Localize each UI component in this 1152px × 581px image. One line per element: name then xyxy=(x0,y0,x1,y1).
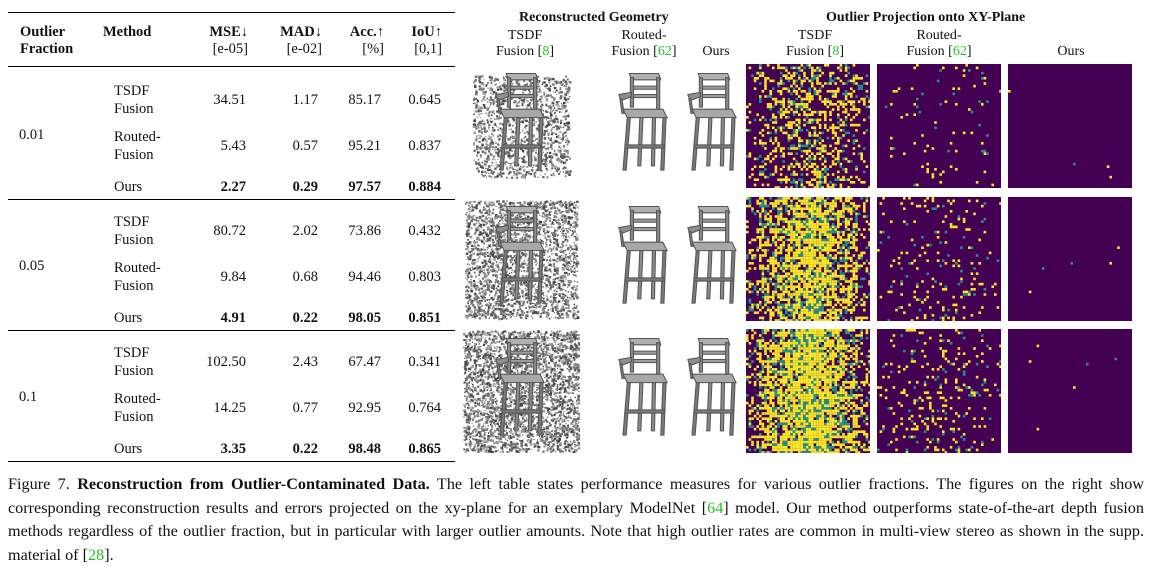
cell-iou: 0.865 xyxy=(408,441,441,457)
header-outlier-fraction: Outlier Fraction xyxy=(20,24,74,57)
cell-iou: 0.803 xyxy=(408,269,441,285)
cell-mse: 14.25 xyxy=(213,400,246,416)
tsdf-geometry-panel xyxy=(465,200,580,321)
group-separator-rule xyxy=(8,199,455,200)
geometry-title: Reconstructed Geometry xyxy=(519,10,669,25)
routed-projection-heatmap xyxy=(877,197,1001,321)
cell-iou: 0.764 xyxy=(408,400,441,416)
table-bottom-rule xyxy=(8,461,455,462)
cell-acc: 73.86 xyxy=(348,223,381,239)
header-iou: IoU↑ [0,1] xyxy=(411,24,442,57)
cell-mse: 4.91 xyxy=(220,310,246,326)
figure-caption: Figure 7. Reconstruction from Outlier-Co… xyxy=(8,473,1144,567)
caption-prefix: Figure 7. xyxy=(8,475,70,493)
table-top-rule xyxy=(8,12,455,13)
routed-projection-heatmap xyxy=(877,329,1001,453)
caption-ref-64[interactable]: 64 xyxy=(707,498,724,517)
cell-mse: 5.43 xyxy=(220,138,246,154)
method-label: Routed- Fusion xyxy=(114,129,161,163)
tsdf-geometry-panel xyxy=(472,72,572,179)
tsdf-projection-heatmap xyxy=(746,329,870,453)
cell-acc: 85.17 xyxy=(348,92,381,108)
tsdf-projection-heatmap xyxy=(746,197,870,321)
cell-acc: 94.46 xyxy=(348,269,381,285)
ours-geometry-panel xyxy=(687,337,737,436)
cell-mad: 0.68 xyxy=(292,269,318,285)
routed-geometry-panel xyxy=(618,205,668,304)
routed-geometry-panel xyxy=(618,337,668,436)
ours-geometry-panel xyxy=(687,205,737,304)
method-label: TSDF Fusion xyxy=(114,83,154,117)
caption-text-1: The left table states performance measur… xyxy=(8,475,1144,517)
header-acc: Acc.↑ [%] xyxy=(349,24,384,57)
caption-ref-28[interactable]: 28 xyxy=(88,545,105,564)
cell-acc: 67.47 xyxy=(348,354,381,370)
cell-mad: 0.22 xyxy=(292,310,318,326)
column-label-ours-projection: Ours xyxy=(1057,44,1085,59)
cell-mse: 34.51 xyxy=(213,92,246,108)
method-label: Routed- Fusion xyxy=(114,260,161,294)
cell-iou: 0.884 xyxy=(408,179,441,195)
outlier-fraction-value: 0.1 xyxy=(19,389,38,405)
cell-mad: 2.43 xyxy=(292,354,318,370)
ours-projection-heatmap xyxy=(1008,197,1132,321)
ours-geometry-panel xyxy=(687,72,737,171)
cell-iou: 0.837 xyxy=(408,138,441,154)
column-label-tsdf-projection: TSDF Fusion [8] xyxy=(786,28,844,59)
method-label: TSDF Fusion xyxy=(114,214,154,248)
header-method: Method xyxy=(103,24,152,40)
cell-mse: 9.84 xyxy=(220,269,246,285)
method-label: TSDF Fusion xyxy=(114,345,154,379)
outlier-fraction-value: 0.05 xyxy=(19,258,45,274)
caption-text-3: ]. xyxy=(104,545,114,564)
tsdf-projection-heatmap xyxy=(746,64,870,188)
cell-mse: 3.35 xyxy=(220,441,246,457)
column-label-ours-geometry: Ours xyxy=(702,44,730,59)
projection-title: Outlier Projection onto XY-Plane xyxy=(826,10,1026,25)
cell-iou: 0.645 xyxy=(408,92,441,108)
method-label: Ours xyxy=(114,179,143,195)
method-label: Routed- Fusion xyxy=(114,391,161,425)
cell-iou: 0.341 xyxy=(408,354,441,370)
cell-mad: 0.29 xyxy=(292,179,318,195)
cell-mse: 102.50 xyxy=(206,354,246,370)
cell-mse: 80.72 xyxy=(213,223,246,239)
outlier-fraction-value: 0.01 xyxy=(19,127,45,143)
method-label: Ours xyxy=(114,310,143,326)
group-separator-rule xyxy=(8,330,455,331)
cell-mad: 1.17 xyxy=(292,92,318,108)
cell-iou: 0.432 xyxy=(408,223,441,239)
cell-mad: 0.22 xyxy=(292,441,318,457)
column-label-tsdf-geometry: TSDF Fusion [8] xyxy=(496,28,554,59)
cell-acc: 98.48 xyxy=(348,441,381,457)
method-label: Ours xyxy=(114,441,143,457)
column-label-routed-projection: Routed- Fusion [62] xyxy=(906,28,972,59)
cell-mad: 0.57 xyxy=(292,138,318,154)
routed-projection-heatmap xyxy=(877,64,1001,188)
caption-text-2: ] model. Our method outperforms state-of… xyxy=(8,498,1144,564)
cell-acc: 98.05 xyxy=(348,310,381,326)
ours-projection-heatmap xyxy=(1008,64,1132,188)
cell-iou: 0.851 xyxy=(408,310,441,326)
cell-mse: 2.27 xyxy=(220,179,246,195)
table-header-rule xyxy=(8,66,455,67)
cell-acc: 92.95 xyxy=(348,400,381,416)
header-mad: MAD↓ [e-02] xyxy=(280,24,322,57)
cell-mad: 0.77 xyxy=(292,400,318,416)
ours-projection-heatmap xyxy=(1008,329,1132,453)
routed-geometry-panel xyxy=(618,72,668,171)
caption-title: Reconstruction from Outlier-Contaminated… xyxy=(77,475,430,493)
cell-acc: 95.21 xyxy=(348,138,381,154)
header-mse: MSE↓ [e-05] xyxy=(209,24,248,57)
cell-mad: 2.02 xyxy=(292,223,318,239)
tsdf-geometry-panel xyxy=(463,330,580,453)
column-label-routed-geometry: Routed- Fusion [62] xyxy=(611,28,677,59)
cell-acc: 97.57 xyxy=(348,179,381,195)
